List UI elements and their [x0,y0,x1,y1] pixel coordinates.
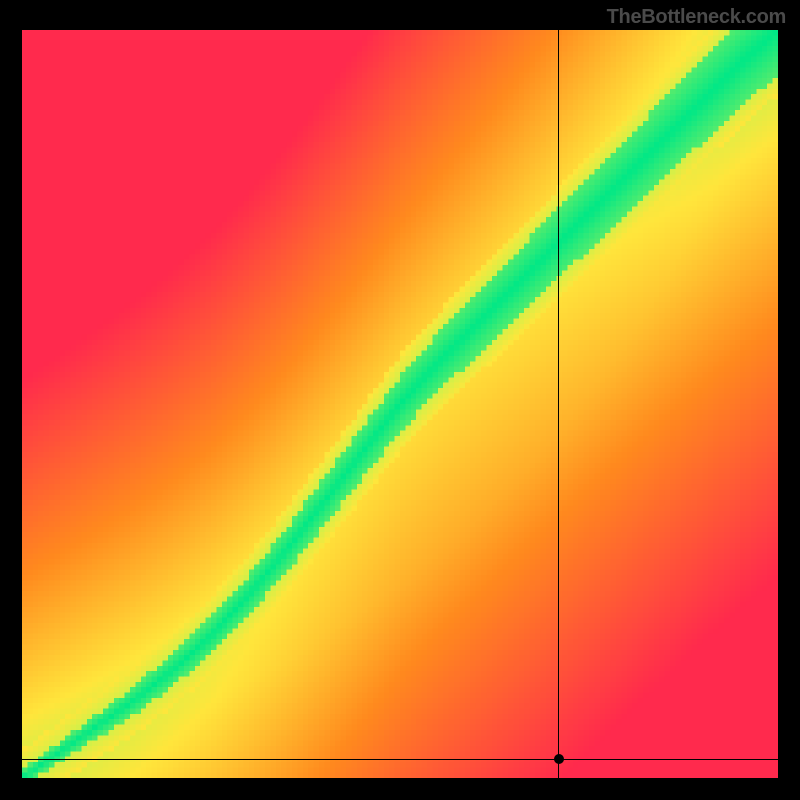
crosshair-horizontal [22,759,778,760]
plot-area [22,30,778,778]
crosshair-vertical [558,30,559,778]
chart-container: TheBottleneck.com [0,0,800,800]
heatmap-canvas [22,30,778,778]
watermark-text: TheBottleneck.com [607,6,786,29]
marker-dot [554,754,564,764]
